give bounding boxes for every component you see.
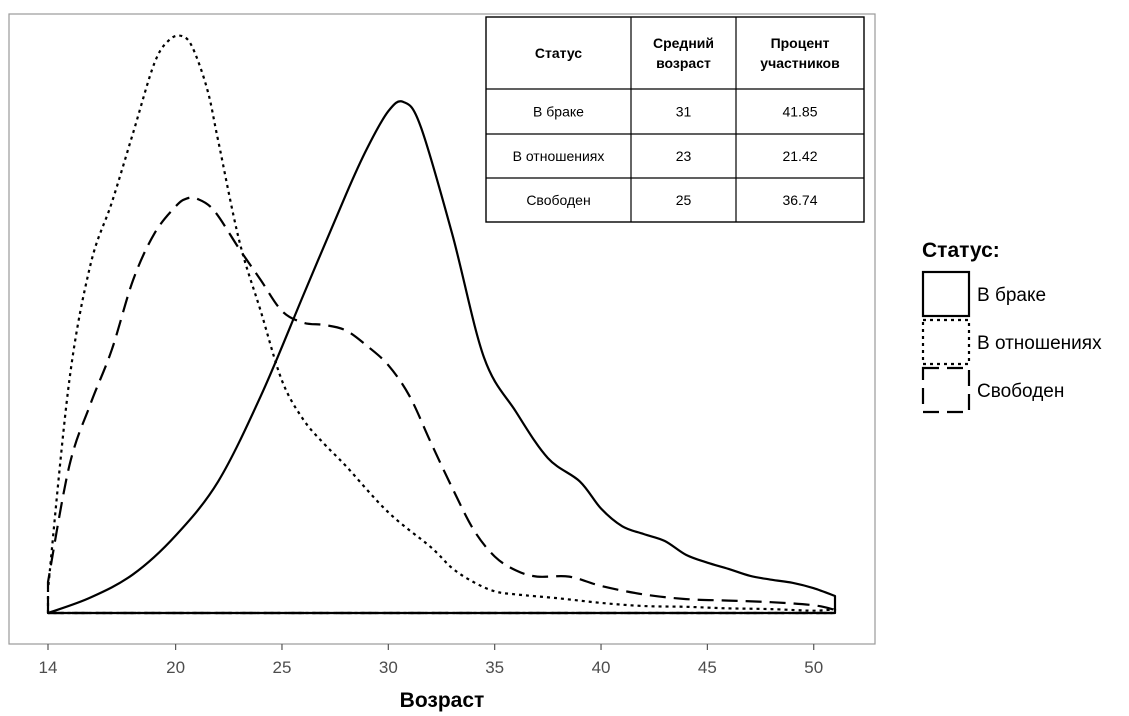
x-axis: 14 20 25 30 35 40 45 50 bbox=[39, 644, 823, 677]
table-cell: 23 bbox=[676, 148, 692, 164]
legend-title: Статус: bbox=[922, 239, 1000, 262]
legend-key-1 bbox=[921, 270, 971, 318]
density-curve-2 bbox=[46, 34, 837, 615]
table-cell: 25 bbox=[676, 192, 692, 208]
density-curve-3 bbox=[46, 196, 837, 615]
table-header-cell: участников bbox=[760, 55, 840, 71]
x-tick-label: 14 bbox=[39, 658, 58, 677]
density-curves bbox=[46, 34, 837, 615]
summary-table: Статус Средний возраст Процент участников В б… bbox=[485, 16, 865, 223]
legend: Статус: В браке В отношениях Свободен bbox=[921, 239, 1102, 414]
x-tick-label: 50 bbox=[804, 658, 823, 677]
table-cell: 31 bbox=[676, 104, 692, 120]
table-cell: В отношениях bbox=[513, 148, 605, 164]
table-header-cell: Средний bbox=[653, 35, 714, 51]
table-frame bbox=[485, 16, 865, 223]
x-tick-label: 25 bbox=[273, 658, 292, 677]
x-tick-label: 40 bbox=[592, 658, 611, 677]
legend-key-2 bbox=[921, 318, 971, 366]
legend-key-3 bbox=[921, 366, 971, 414]
table-cell: 41.85 bbox=[782, 104, 817, 120]
legend-label-2: В отношениях bbox=[977, 333, 1102, 354]
x-tick-label: 30 bbox=[379, 658, 398, 677]
table-cell: В браке bbox=[533, 104, 584, 120]
legend-label-1: В браке bbox=[977, 285, 1046, 306]
table-cell: 21.42 bbox=[782, 148, 817, 164]
density-curve-1 bbox=[46, 100, 837, 615]
x-tick-label: 20 bbox=[166, 658, 185, 677]
table-cell: Свободен bbox=[526, 192, 590, 208]
legend-label-3: Свободен bbox=[977, 381, 1064, 402]
x-axis-title: Возраст bbox=[400, 689, 485, 712]
table-header-cell: Статус bbox=[535, 45, 582, 61]
table-header-cell: возраст bbox=[656, 55, 711, 71]
table-cell: 36.74 bbox=[782, 192, 817, 208]
x-tick-label: 45 bbox=[698, 658, 717, 677]
table-header-cell: Процент bbox=[771, 35, 830, 51]
x-tick-label: 35 bbox=[485, 658, 504, 677]
